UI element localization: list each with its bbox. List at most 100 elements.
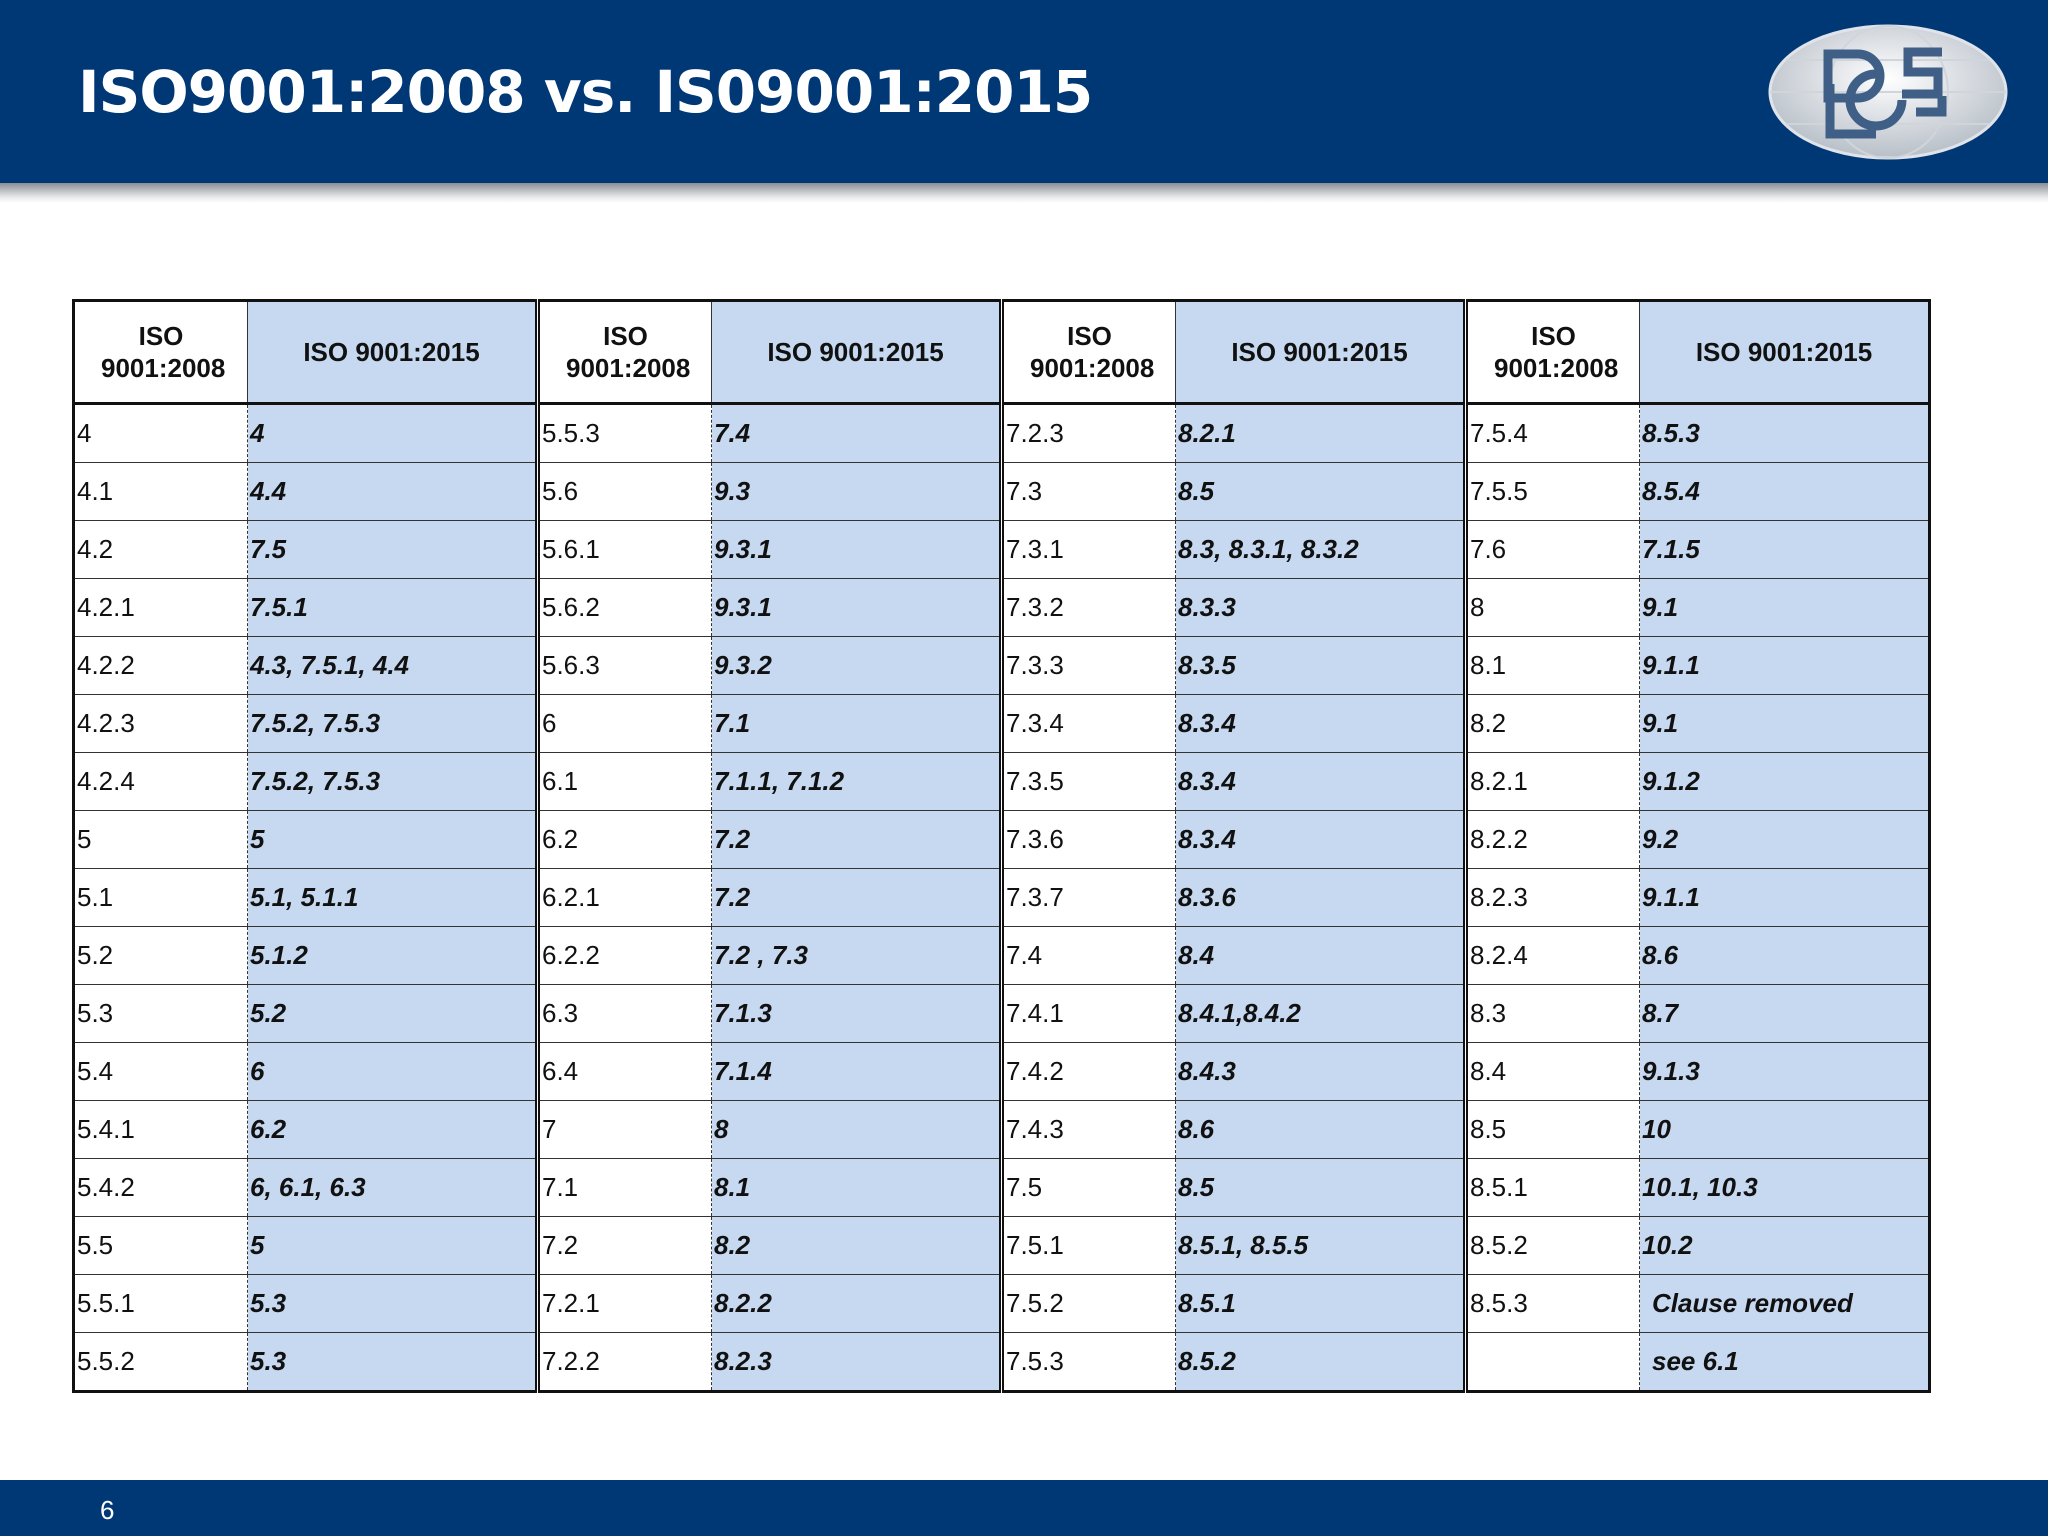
clause-2015: 8.6 <box>1175 1100 1468 1159</box>
table-row: 4.1 4.4 5.6 9.3 7.3 8.5 7.5.5 8.5.4 <box>73 462 1930 521</box>
clause-2015: 4.3, 7.5.1, 4.4 <box>247 636 540 695</box>
clause-2015: 8.6 <box>1639 926 1930 985</box>
clause-2008: 8.3 <box>1465 984 1640 1043</box>
clause-2015: 9.1.2 <box>1639 752 1930 811</box>
clause-2015: 7.1.4 <box>711 1042 1004 1101</box>
clause-2015: 6, 6.1, 6.3 <box>247 1158 540 1217</box>
clause-2008: 5 <box>73 810 248 869</box>
clause-2008: 7.3.2 <box>1001 578 1176 637</box>
clause-2008: 5.5.3 <box>537 403 712 463</box>
clause-2015: 8.7 <box>1639 984 1930 1043</box>
clause-2015: 8.2.1 <box>1175 403 1468 463</box>
column-header: ISO 9001:2008 <box>537 300 712 405</box>
clause-2008: 4.2 <box>73 520 248 579</box>
clause-2008: 7.5.1 <box>1001 1216 1176 1275</box>
clause-2015: 5.2 <box>247 984 540 1043</box>
clause-2015: 9.2 <box>1639 810 1930 869</box>
clause-2008: 7.4.2 <box>1001 1042 1176 1101</box>
clause-2008: 7.5.4 <box>1465 403 1640 463</box>
clause-2015: 7.1.3 <box>711 984 1004 1043</box>
clause-2015: 7.5.1 <box>247 578 540 637</box>
table-row: 5.5 5 7.2 8.2 7.5.1 8.5.1, 8.5.5 8.5.2 10.2 <box>73 1216 1930 1275</box>
column-header: ISO 9001:2015 <box>1639 300 1930 405</box>
clause-2008: 5.4.1 <box>73 1100 248 1159</box>
clause-2015: 7.4 <box>711 403 1004 463</box>
clause-2015: 10.2 <box>1639 1216 1930 1275</box>
clause-2008: 8.1 <box>1465 636 1640 695</box>
clause-2008: 4.2.2 <box>73 636 248 695</box>
clause-2015: 8.4 <box>1175 926 1468 985</box>
clause-2015: 9.1 <box>1639 578 1930 637</box>
clause-2008: 5.4 <box>73 1042 248 1101</box>
clause-2008: 8.2.1 <box>1465 752 1640 811</box>
clause-2015: 8.2.3 <box>711 1332 1004 1392</box>
clause-2015: 5.3 <box>247 1332 540 1392</box>
clause-2015: 9.1.1 <box>1639 868 1930 927</box>
clause-2008: 7.3 <box>1001 462 1176 521</box>
clause-2015: 7.5.2, 7.5.3 <box>247 752 540 811</box>
column-header: ISO 9001:2008 <box>1465 300 1640 405</box>
clause-2008: 5.5 <box>73 1216 248 1275</box>
clause-2015: 8.3.5 <box>1175 636 1468 695</box>
clause-2008: 7.1 <box>537 1158 712 1217</box>
clause-2008: 8 <box>1465 578 1640 637</box>
clause-2008: 7.4.3 <box>1001 1100 1176 1159</box>
clause-2015: 8.2 <box>711 1216 1004 1275</box>
table-row: 5.5.1 5.3 7.2.1 8.2.2 7.5.2 8.5.1 8.5.3 Clause … <box>73 1274 1930 1333</box>
clause-2015: 8.3, 8.3.1, 8.3.2 <box>1175 520 1468 579</box>
header-shadow <box>0 183 2048 203</box>
clause-2015: see 6.1 <box>1639 1332 1930 1392</box>
clause-2015: 8.2.2 <box>711 1274 1004 1333</box>
table-row: 5.4.1 6.2 7 8 7.4.3 8.6 8.5 10 <box>73 1100 1930 1159</box>
clause-2015: 7.2 , 7.3 <box>711 926 1004 985</box>
clause-2015: 8.3.4 <box>1175 752 1468 811</box>
clause-2015: 4.4 <box>247 462 540 521</box>
clause-2015: 7.1.5 <box>1639 520 1930 579</box>
clause-2008: 8.2.2 <box>1465 810 1640 869</box>
clause-2008: 5.4.2 <box>73 1158 248 1217</box>
column-header: ISO 9001:2015 <box>247 300 540 405</box>
clause-2015: 9.3.1 <box>711 578 1004 637</box>
clause-2015: 6.2 <box>247 1100 540 1159</box>
clause-2015: 7.2 <box>711 868 1004 927</box>
clause-2015: 8.5.1 <box>1175 1274 1468 1333</box>
clause-2008: 6.2.2 <box>537 926 712 985</box>
clause-2008: 7.2 <box>537 1216 712 1275</box>
clause-2008: 7.3.7 <box>1001 868 1176 927</box>
clause-2015: 8.3.4 <box>1175 810 1468 869</box>
clause-2015: 8.5.2 <box>1175 1332 1468 1392</box>
clause-2015: 7.2 <box>711 810 1004 869</box>
table-row: 5 5 6.2 7.2 7.3.6 8.3.4 8.2.2 9.2 <box>73 810 1930 869</box>
clause-2015: 9.1.1 <box>1639 636 1930 695</box>
clause-2015: 10 <box>1639 1100 1930 1159</box>
clause-2008: 7.5.3 <box>1001 1332 1176 1392</box>
clause-2008: 5.2 <box>73 926 248 985</box>
table-row: 5.4 6 6.4 7.1.4 7.4.2 8.4.3 8.4 9.1.3 <box>73 1042 1930 1101</box>
clause-2015: 8.4.3 <box>1175 1042 1468 1101</box>
clause-2008: 7.5.2 <box>1001 1274 1176 1333</box>
clause-2008: 7.3.6 <box>1001 810 1176 869</box>
clause-2015: 8.5.1, 8.5.5 <box>1175 1216 1468 1275</box>
clause-2008: 7.3.5 <box>1001 752 1176 811</box>
clause-2015: 8.5 <box>1175 462 1468 521</box>
header-bar <box>0 0 2048 183</box>
clause-2008: 7.5.5 <box>1465 462 1640 521</box>
clause-2008: 7.4 <box>1001 926 1176 985</box>
clause-2008: 5.6.1 <box>537 520 712 579</box>
table-row: 4.2 7.5 5.6.1 9.3.1 7.3.1 8.3, 8.3.1, 8.3.2 7.… <box>73 520 1930 579</box>
comparison-table: ISO 9001:2008 ISO 9001:2015 ISO 9001:2008 I… <box>72 299 1931 1393</box>
clause-2015: 8.4.1,8.4.2 <box>1175 984 1468 1043</box>
clause-2008: 5.5.2 <box>73 1332 248 1392</box>
clause-2008: 8.5.2 <box>1465 1216 1640 1275</box>
clause-2008: 8.2.4 <box>1465 926 1640 985</box>
clause-2008: 7 <box>537 1100 712 1159</box>
clause-2015: 9.3 <box>711 462 1004 521</box>
clause-2015: 8.5.4 <box>1639 462 1930 521</box>
clause-2015: 5 <box>247 810 540 869</box>
clause-2008: 8.4 <box>1465 1042 1640 1101</box>
column-header: ISO 9001:2015 <box>1175 300 1468 405</box>
clause-2015: 7.1 <box>711 694 1004 753</box>
clause-2008: 4 <box>73 403 248 463</box>
clause-2008: 6 <box>537 694 712 753</box>
clause-2015: 7.1.1, 7.1.2 <box>711 752 1004 811</box>
